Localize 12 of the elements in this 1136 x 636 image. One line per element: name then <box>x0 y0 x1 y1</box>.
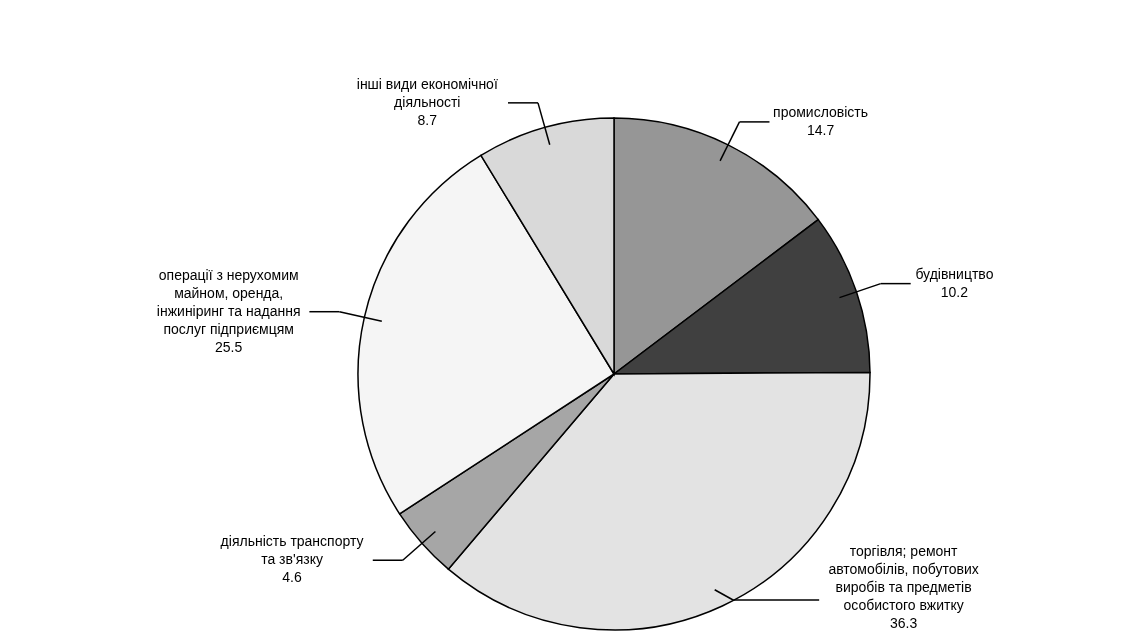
slice-label: діяльність транспорту та зв'язку <box>220 533 364 568</box>
slice-label: промисловість <box>773 103 869 120</box>
slice-label: інші види економічної діяльності <box>356 75 498 110</box>
slice-label: операції з нерухомим майном, оренда, інжиніринг та надання послуг підприємцям <box>156 266 301 337</box>
slice-label: будівництво <box>915 265 994 282</box>
slice-label: торгівля; ремонт автомобілів, побутових виробів та предметів особистого вжитку <box>828 543 979 613</box>
data-label: 8.7 <box>417 111 438 128</box>
data-label: 14.7 <box>806 121 835 138</box>
data-label: 36.3 <box>889 615 918 631</box>
data-label: 4.6 <box>282 569 303 586</box>
data-label: 10.2 <box>940 283 969 300</box>
data-label: 25.5 <box>215 338 243 355</box>
